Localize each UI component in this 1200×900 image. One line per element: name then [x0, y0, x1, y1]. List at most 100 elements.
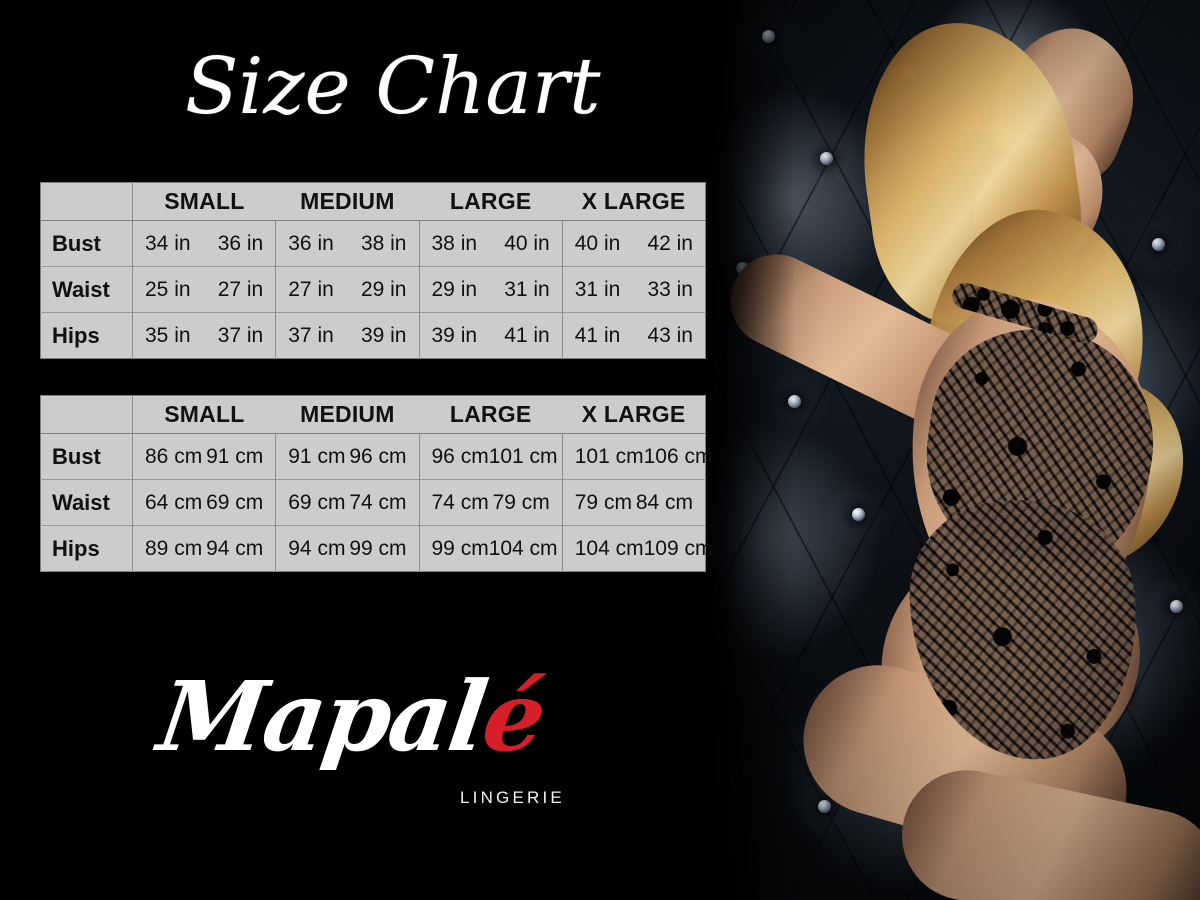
page-title: Size Chart — [185, 42, 601, 132]
cell-waist-medium: 69 cm 74 cm — [275, 479, 420, 526]
cell-hips-medium: 37 in 39 in — [275, 312, 420, 359]
header-x-large: X LARGE — [562, 182, 706, 221]
value-min: 91 cm — [288, 444, 346, 468]
value-max: 74 cm — [349, 490, 407, 514]
value-min: 31 in — [574, 277, 621, 301]
cell-hips-medium: 94 cm 99 cm — [275, 525, 420, 572]
value-min: 38 in — [431, 231, 478, 255]
cell-hips-x-large: 41 in 43 in — [562, 312, 706, 359]
cell-bust-medium: 91 cm 96 cm — [275, 433, 420, 480]
brand-wordmark: Mapalé — [152, 660, 588, 773]
cell-bust-medium: 36 in 38 in — [275, 220, 420, 267]
value-min: 74 cm — [431, 490, 489, 514]
value-max: 104 cm — [488, 536, 558, 560]
value-max: 106 cm — [643, 444, 713, 468]
value-min: 86 cm — [145, 444, 203, 468]
value-max: 36 in — [217, 231, 264, 255]
row-label-bust: Bust — [40, 220, 133, 267]
value-max: 69 cm — [206, 490, 264, 514]
brand-name-main: Mapal — [152, 660, 493, 773]
value-max: 40 in — [504, 231, 550, 255]
header-x-large: X LARGE — [562, 395, 706, 434]
brand-logo: Mapalé LINGERIE — [152, 660, 580, 825]
header-small: SMALL — [132, 182, 276, 221]
value-min: 25 in — [145, 277, 191, 301]
row-label-hips: Hips — [40, 525, 133, 572]
value-min: 39 in — [431, 323, 478, 347]
value-max: 37 in — [217, 323, 264, 347]
cell-hips-large: 39 in 41 in — [419, 312, 563, 359]
value-min: 29 in — [431, 277, 478, 301]
value-max: 96 cm — [349, 444, 407, 468]
value-max: 41 in — [504, 323, 550, 347]
header-row: SMALL MEDIUM LARGE X LARGE — [40, 182, 706, 221]
size-table-centimeters-head: SMALL MEDIUM LARGE X LARGE — [40, 395, 706, 434]
corner-header — [40, 182, 133, 221]
value-min: 27 in — [288, 277, 334, 301]
row-label-bust: Bust — [40, 433, 133, 480]
value-max: 91 cm — [206, 444, 264, 468]
value-max: 27 in — [217, 277, 264, 301]
value-max: 101 cm — [488, 444, 558, 468]
value-min: 99 cm — [431, 536, 489, 560]
photo-left-fade — [700, 0, 795, 900]
cell-hips-small: 35 in 37 in — [132, 312, 277, 359]
header-small: SMALL — [132, 395, 276, 434]
value-max: 109 cm — [643, 536, 713, 560]
cell-bust-large: 38 in 40 in — [419, 220, 563, 267]
cell-waist-medium: 27 in 29 in — [275, 266, 420, 313]
cell-bust-x-large: 101 cm 106 cm — [562, 433, 713, 480]
corner-header — [40, 395, 133, 434]
table-row: Hips 89 cm 94 cm 94 cm 99 cm — [40, 525, 713, 572]
cell-waist-x-large: 31 in 33 in — [562, 266, 706, 313]
cell-bust-x-large: 40 in 42 in — [562, 220, 706, 267]
value-min: 40 in — [574, 231, 621, 255]
value-max: 31 in — [504, 277, 550, 301]
header-row: SMALL MEDIUM LARGE X LARGE — [40, 395, 706, 434]
table-row: Bust 34 in 36 in 36 in 38 in — [40, 220, 706, 267]
cell-bust-small: 34 in 36 in — [132, 220, 277, 267]
cell-waist-x-large: 79 cm 84 cm — [562, 479, 706, 526]
brand-tagline: LINGERIE — [460, 788, 565, 807]
value-max: 99 cm — [349, 536, 407, 560]
value-max: 43 in — [647, 323, 693, 347]
content-panel: Size Chart SMALL MEDIUM LARGE X LARGE Bu… — [40, 42, 713, 825]
value-max: 84 cm — [635, 490, 693, 514]
value-max: 33 in — [647, 277, 693, 301]
value-max: 94 cm — [206, 536, 264, 560]
size-table-centimeters-body: Bust 86 cm 91 cm 91 cm 96 cm — [40, 433, 713, 572]
cell-hips-small: 89 cm 94 cm — [132, 525, 277, 572]
table-row: Bust 86 cm 91 cm 91 cm 96 cm — [40, 433, 713, 480]
header-medium: MEDIUM — [275, 395, 419, 434]
cell-waist-small: 64 cm 69 cm — [132, 479, 277, 526]
value-min: 94 cm — [288, 536, 346, 560]
value-max: 29 in — [360, 277, 407, 301]
value-max: 79 cm — [492, 490, 550, 514]
value-min: 34 in — [145, 231, 191, 255]
value-min: 101 cm — [574, 444, 644, 468]
header-medium: MEDIUM — [275, 182, 419, 221]
cell-bust-small: 86 cm 91 cm — [132, 433, 277, 480]
value-max: 39 in — [360, 323, 407, 347]
model-photograph — [700, 0, 1200, 900]
table-row: Hips 35 in 37 in 37 in 39 in — [40, 312, 706, 359]
value-min: 79 cm — [574, 490, 632, 514]
value-min: 104 cm — [574, 536, 644, 560]
table-row: Waist 64 cm 69 cm 69 cm 74 cm — [40, 479, 706, 526]
size-table-centimeters: SMALL MEDIUM LARGE X LARGE Bust 86 cm 91… — [40, 395, 713, 572]
value-min: 37 in — [288, 323, 334, 347]
value-max: 42 in — [647, 231, 693, 255]
size-table-inches: SMALL MEDIUM LARGE X LARGE Bust 34 in 36… — [40, 182, 706, 359]
table-row: Waist 25 in 27 in 27 in 29 in — [40, 266, 706, 313]
cell-waist-small: 25 in 27 in — [132, 266, 277, 313]
header-large: LARGE — [419, 182, 563, 221]
value-min: 35 in — [145, 323, 191, 347]
cell-bust-large: 96 cm 101 cm — [419, 433, 563, 480]
value-min: 69 cm — [288, 490, 346, 514]
cell-hips-large: 99 cm 104 cm — [419, 525, 563, 572]
row-label-waist: Waist — [40, 266, 133, 313]
value-min: 96 cm — [431, 444, 489, 468]
header-large: LARGE — [419, 395, 563, 434]
value-min: 89 cm — [145, 536, 203, 560]
